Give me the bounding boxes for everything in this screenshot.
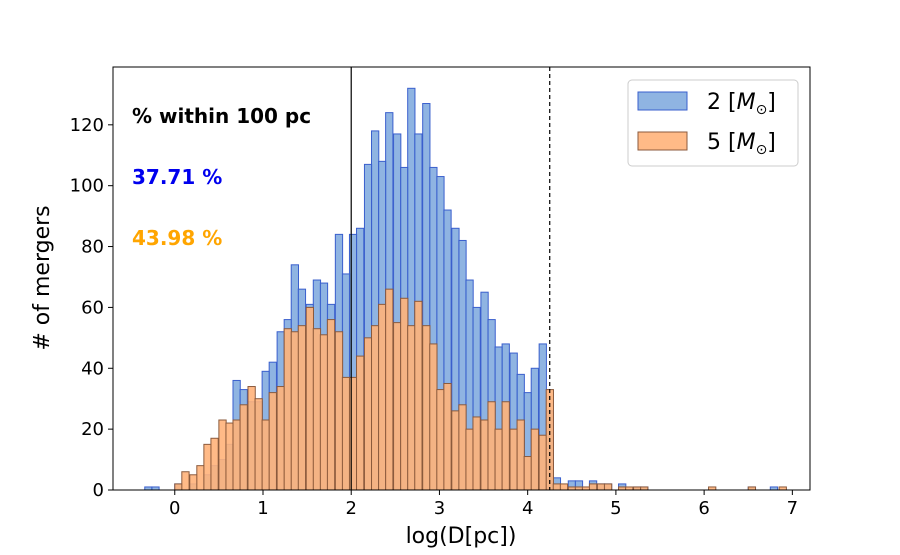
y-tick-label: 40 bbox=[81, 358, 104, 379]
histogram-bar bbox=[297, 325, 307, 491]
histogram-bar bbox=[385, 288, 394, 491]
histogram-bar bbox=[400, 297, 409, 491]
x-tick-label: 2 bbox=[345, 498, 356, 519]
histogram-bar bbox=[530, 428, 539, 491]
plot-frame bbox=[112, 66, 811, 491]
histogram-bar bbox=[596, 483, 606, 491]
histogram-bar bbox=[443, 382, 452, 491]
histogram-bar bbox=[393, 322, 402, 491]
histogram-bar bbox=[472, 416, 481, 491]
x-tick-label: 1 bbox=[257, 498, 268, 519]
histogram-bar bbox=[429, 343, 438, 491]
legend-swatch-5msun bbox=[637, 131, 688, 151]
x-tick-label: 3 bbox=[434, 498, 445, 519]
histogram-bar bbox=[283, 328, 292, 491]
histogram-bar bbox=[254, 398, 263, 491]
annotation-title: % within 100 pc bbox=[132, 104, 311, 128]
histogram-bar bbox=[552, 483, 562, 491]
annotation-percent-2msun: 37.71 % bbox=[132, 165, 222, 189]
y-tick-label: 80 bbox=[81, 237, 104, 258]
x-tick-label: 5 bbox=[610, 498, 621, 519]
x-tick-label: 4 bbox=[522, 498, 533, 519]
histogram-bar bbox=[247, 386, 256, 491]
histogram-bar bbox=[588, 483, 598, 491]
x-tick-label: 6 bbox=[698, 498, 709, 519]
histogram-bar bbox=[523, 456, 532, 491]
histogram-bar bbox=[210, 437, 219, 491]
histogram-bar bbox=[422, 325, 431, 491]
histogram-bar bbox=[371, 325, 380, 491]
histogram-bar bbox=[363, 337, 373, 491]
histogram-bar bbox=[189, 474, 198, 491]
histogram-bar bbox=[465, 428, 474, 491]
histogram-bar bbox=[276, 386, 285, 491]
histogram-bar bbox=[261, 419, 270, 491]
histogram-bar bbox=[232, 419, 241, 491]
histogram-bar bbox=[378, 303, 387, 491]
histogram-bar bbox=[225, 422, 234, 491]
histogram-bar bbox=[348, 376, 358, 491]
y-tick-label: 60 bbox=[81, 297, 104, 318]
histogram-bar bbox=[356, 355, 365, 491]
histogram-bar bbox=[603, 483, 613, 491]
y-tick-label: 0 bbox=[93, 480, 104, 501]
x-tick-label: 0 bbox=[169, 498, 180, 519]
histogram-bar bbox=[174, 483, 183, 491]
histogram-bar bbox=[334, 331, 344, 491]
histogram-bar bbox=[538, 434, 547, 491]
histogram-bar bbox=[480, 419, 489, 491]
histogram-bar bbox=[341, 376, 351, 491]
histogram-bar bbox=[196, 465, 205, 491]
histogram-bar bbox=[268, 392, 277, 491]
histogram-bar bbox=[326, 319, 336, 491]
y-tick-label: 100 bbox=[70, 176, 104, 197]
vertical-lines bbox=[350, 67, 551, 490]
histogram-bar bbox=[451, 410, 460, 491]
histogram-bar bbox=[203, 443, 212, 491]
histogram-bar bbox=[218, 419, 227, 491]
histogram-bar bbox=[319, 334, 329, 491]
histogram-bar bbox=[559, 483, 569, 491]
annotation-percent-5msun: 43.98 % bbox=[132, 226, 222, 250]
histogram-bar bbox=[494, 428, 503, 491]
bars-layer bbox=[144, 87, 787, 491]
histogram-bar bbox=[239, 404, 248, 491]
y-tick-label: 20 bbox=[81, 419, 104, 440]
histogram-bar bbox=[414, 300, 423, 491]
histogram-bar bbox=[290, 331, 299, 491]
histogram-bar bbox=[181, 471, 190, 491]
histogram-bar bbox=[436, 389, 445, 491]
y-tick-label: 120 bbox=[70, 115, 104, 136]
histogram-bar bbox=[407, 325, 416, 491]
histogram-bar bbox=[487, 401, 496, 491]
legend: 2 [M⊙] 5 [M⊙] bbox=[627, 79, 799, 167]
histogram-bar bbox=[509, 428, 518, 491]
legend-label-5msun: 5 [M⊙] bbox=[707, 130, 776, 158]
histogram-bar bbox=[305, 306, 314, 491]
legend-label-2msun: 2 [M⊙] bbox=[707, 90, 776, 118]
histogram-bar bbox=[516, 419, 525, 491]
axis-ticks: 0 1 2 3 4 5 6 7 0 20 40 60 80 100 120 bbox=[70, 115, 798, 519]
histogram-bar bbox=[501, 401, 510, 491]
x-axis-label: log(D[pc]) bbox=[406, 524, 517, 549]
legend-swatch-2msun bbox=[637, 91, 688, 111]
histogram-bar bbox=[458, 404, 467, 491]
x-tick-label: 7 bbox=[787, 498, 798, 519]
y-axis-label: # of mergers bbox=[30, 205, 55, 350]
histogram-bar bbox=[312, 328, 322, 491]
